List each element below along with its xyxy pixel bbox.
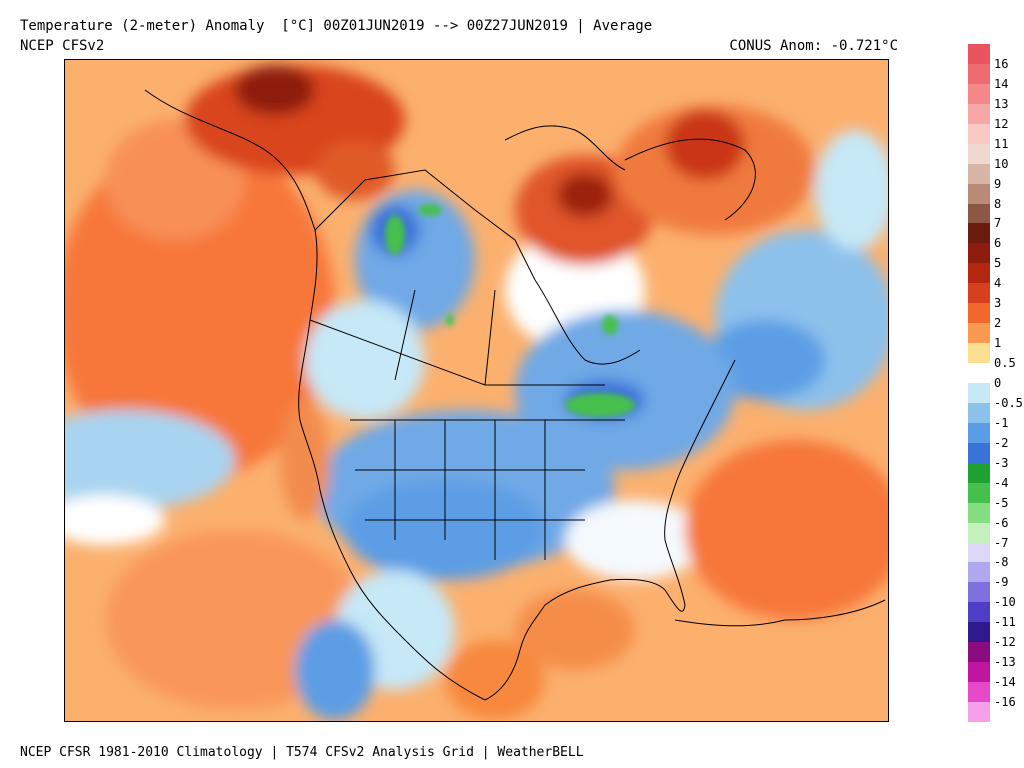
legend-swatch [968, 203, 990, 224]
legend-swatch [968, 103, 990, 125]
legend-label: -16 [994, 695, 1016, 710]
model-label: NCEP CFSv2 [20, 38, 105, 54]
legend-swatch [968, 283, 990, 304]
legend-swatch [968, 243, 990, 264]
legend-label: -14 [994, 675, 1016, 690]
legend-swatch [968, 482, 990, 504]
legend-swatch [968, 562, 990, 583]
legend-label: 3 [994, 296, 1002, 311]
legend-label: 5 [994, 256, 1002, 271]
temperature-anomaly-map [15, 59, 905, 722]
legend-label: 1 [994, 336, 1002, 351]
legend-swatch [968, 44, 990, 65]
legend-label: 0 [994, 376, 1002, 390]
legend-swatch [968, 662, 990, 683]
legend-swatch [968, 502, 990, 524]
legend-label: 14 [994, 76, 1009, 91]
legend-label: -10 [994, 595, 1016, 610]
legend-swatch [968, 442, 990, 464]
legend-swatch [968, 582, 990, 603]
legend-swatch [968, 63, 990, 85]
legend-label: 7 [994, 216, 1002, 231]
legend-label: 10 [994, 156, 1009, 171]
legend-swatch [968, 343, 990, 364]
legend-swatch [968, 622, 990, 643]
legend-swatch [968, 163, 990, 185]
legend-swatch [968, 143, 990, 165]
conus-anomaly: CONUS Anom: -0.721°C [729, 38, 898, 54]
legend-swatch [968, 263, 990, 284]
legend-swatch [968, 682, 990, 703]
legend-swatch [968, 183, 990, 205]
legend-swatch [968, 422, 990, 444]
legend-label: -1 [994, 415, 1009, 430]
legend-label: -3 [994, 455, 1009, 470]
legend-label: -4 [994, 475, 1009, 490]
legend-swatch [968, 702, 990, 723]
footer-credits: NCEP CFSR 1981-2010 Climatology | T574 C… [20, 745, 584, 760]
legend-label: 16 [994, 56, 1009, 71]
legend-label: -9 [994, 575, 1009, 590]
legend-label: 13 [994, 96, 1009, 111]
legend-label: 8 [994, 196, 1002, 211]
legend-label: -8 [994, 555, 1009, 570]
legend-label: 9 [994, 176, 1002, 191]
legend-label: -6 [994, 515, 1009, 530]
legend-swatch [968, 303, 990, 324]
legend-label: 2 [994, 316, 1002, 331]
legend-swatch [968, 522, 990, 544]
legend-label: -0.5 [994, 395, 1023, 410]
legend-swatch [968, 383, 990, 404]
legend-swatch [968, 223, 990, 244]
legend-label: -5 [994, 495, 1009, 510]
legend-swatch [968, 323, 990, 344]
legend-label: 4 [994, 276, 1002, 291]
legend-label: -2 [994, 435, 1009, 450]
legend-label: -13 [994, 655, 1016, 670]
legend-swatch [968, 642, 990, 663]
legend-swatch [968, 123, 990, 145]
legend-swatch [968, 602, 990, 623]
map-title: Temperature (2-meter) Anomaly [°C] 00Z01… [20, 18, 653, 34]
legend-label: -7 [994, 535, 1009, 550]
legend-swatch [968, 402, 990, 424]
legend-label: -12 [994, 635, 1016, 650]
legend-label: -11 [994, 615, 1016, 630]
legend-label: 11 [994, 136, 1009, 151]
color-legend [968, 44, 990, 723]
legend-label: 0.5 [994, 356, 1016, 371]
legend-swatch [968, 363, 990, 384]
legend-label: 6 [994, 236, 1002, 251]
legend-label: 12 [994, 116, 1009, 131]
legend-swatch [968, 462, 990, 484]
legend-swatch [968, 83, 990, 105]
legend-swatch [968, 542, 990, 563]
